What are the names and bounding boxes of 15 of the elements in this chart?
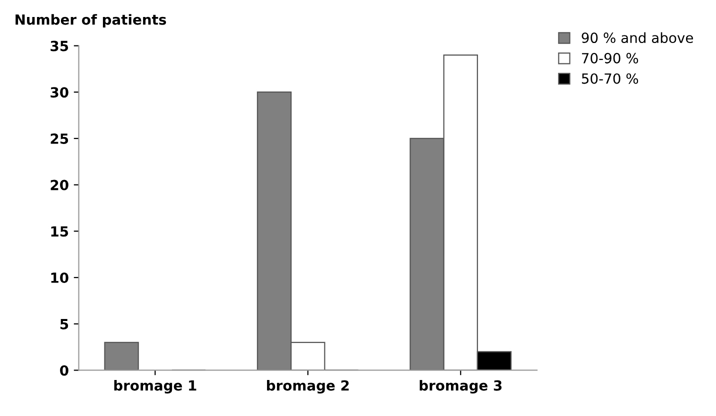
y-tick-label: 5 [60,319,68,330]
y-tick-label: 10 [51,272,68,284]
legend-label: 50-70 % [582,73,638,84]
legend-label: 70-90 % [582,52,638,64]
y-tick-label: 0 [60,365,68,376]
y-tick-label: 20 [50,180,68,190]
y-tick-label: 35 [50,40,68,52]
y-tick-label: 30 [50,87,68,98]
y-axis-title: Number of patients [16,14,166,28]
y-tick-label: 25 [50,133,68,144]
x-tick-label: bromage 1 [114,380,196,394]
x-tick-label: bromage 2 [267,380,349,394]
y-tick-label: 15 [51,226,68,237]
legend-label: 90 % and above [582,32,693,44]
x-tick-label: bromage 3 [420,380,502,394]
